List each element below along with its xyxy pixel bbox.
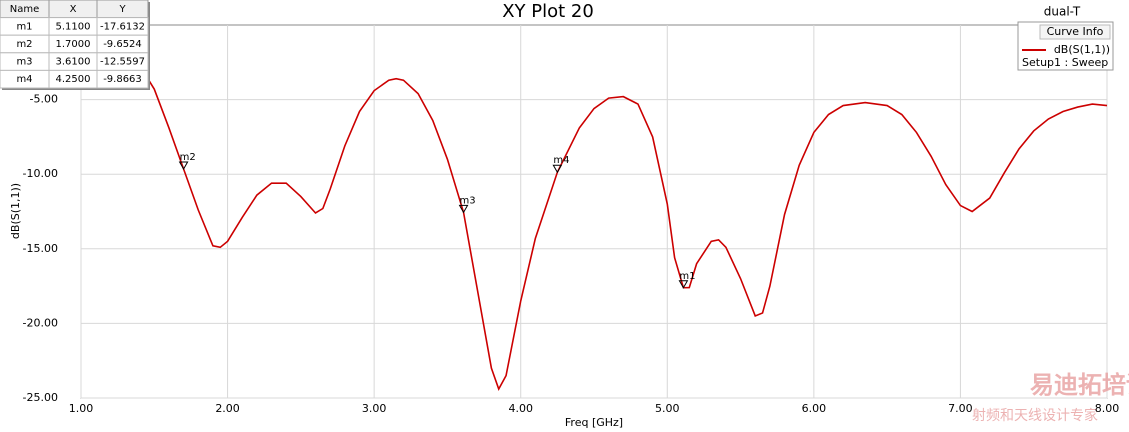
- marker: [458, 204, 469, 214]
- table-cell-text: m4: [16, 74, 32, 85]
- marker-label: m2: [180, 152, 196, 163]
- marker: [552, 164, 563, 174]
- y-tick-label: -20.00: [23, 316, 58, 329]
- legend-header: [1039, 24, 1111, 40]
- table-header: X: [70, 4, 77, 15]
- chart-title: XY Plot 20: [502, 1, 594, 22]
- y-axis-label: dB(S(1,1)): [9, 183, 22, 239]
- table-cell-text: 1.7000: [56, 39, 91, 50]
- table-header: Name: [10, 4, 40, 15]
- table-cell-text: m3: [16, 57, 32, 68]
- table-cell-text: 5.1100: [56, 21, 91, 32]
- x-tick-label: 8.00: [1095, 402, 1120, 415]
- y-tick-label: -15.00: [23, 242, 58, 255]
- x-tick-label: 3.00: [362, 402, 387, 415]
- x-tick-label: 4.00: [508, 402, 533, 415]
- y-tick-label: -10.00: [23, 167, 58, 180]
- legend-sublabel: Setup1 : Sweep: [1022, 56, 1108, 69]
- x-tick-label: 2.00: [215, 402, 240, 415]
- table-cell-text: m2: [16, 39, 32, 50]
- x-tick-label: 6.00: [802, 402, 827, 415]
- plot-name: dual-T: [1044, 5, 1081, 19]
- marker-table: Name X Ym1 5.1100 -17.6132 m2 1.7000 -9.6524 m3 3…: [0, 0, 150, 90]
- x-tick-label: 1.00: [69, 402, 94, 415]
- marker: [678, 280, 689, 289]
- table-cell-text: -9.8663: [103, 74, 142, 85]
- table-header: Y: [118, 4, 126, 15]
- y-tick-label: -25.00: [23, 391, 58, 404]
- table-cell-text: -12.5597: [100, 57, 145, 68]
- x-tick-label: 5.00: [655, 402, 680, 415]
- x-axis-label: Freq [GHz]: [565, 416, 623, 429]
- legend-title: Curve Info: [1047, 25, 1104, 38]
- plot-area: [80, 24, 1108, 399]
- line-series: [80, 36, 1108, 392]
- table-cell-text: m1: [16, 21, 32, 32]
- watermark: 射频和天线设计专家: [972, 407, 1098, 424]
- table-cell: [96, 69, 149, 89]
- marker-label: m1: [679, 271, 695, 282]
- y-tick-label: -5.00: [30, 93, 58, 106]
- table-cell-text: -17.6132: [100, 21, 145, 32]
- table-cell-text: 4.2500: [56, 74, 91, 85]
- table-cell-text: -9.6524: [103, 39, 142, 50]
- watermark: 易迪拓培训: [1030, 371, 1129, 399]
- marker-label: m3: [460, 195, 476, 206]
- marker-label: m4: [553, 155, 569, 166]
- x-tick-label: 7.00: [948, 402, 973, 415]
- legend-label: dB(S(1,1)): [1054, 43, 1110, 56]
- marker: [178, 161, 189, 171]
- table-cell-text: 3.6100: [56, 57, 91, 68]
